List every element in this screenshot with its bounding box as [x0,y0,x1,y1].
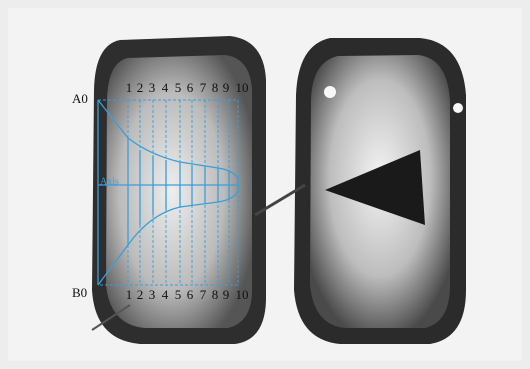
figure: A0 B0 Axis 1234567891012345678910 [0,0,530,369]
highlight [324,86,336,98]
bottom-number: 2 [137,287,144,302]
label-a0: A0 [72,91,88,106]
top-number: 3 [149,80,156,95]
bottom-number: 10 [236,287,249,302]
bottom-number: 8 [212,287,219,302]
top-number: 8 [212,80,219,95]
top-number: 4 [162,80,169,95]
bottom-number: 6 [187,287,194,302]
bottom-number: 1 [126,287,133,302]
bottom-number: 7 [200,287,207,302]
bottom-number: 3 [149,287,156,302]
top-number: 9 [223,80,230,95]
top-number: 10 [236,80,249,95]
top-number: 1 [126,80,133,95]
bottom-number: 5 [175,287,182,302]
highlight [453,103,463,113]
label-b0: B0 [72,285,87,300]
top-number: 5 [175,80,182,95]
axis-label: Axis [100,176,119,187]
bottom-number: 9 [223,287,230,302]
top-number: 2 [137,80,144,95]
top-number: 7 [200,80,207,95]
top-number: 6 [187,80,194,95]
bottom-number: 4 [162,287,169,302]
